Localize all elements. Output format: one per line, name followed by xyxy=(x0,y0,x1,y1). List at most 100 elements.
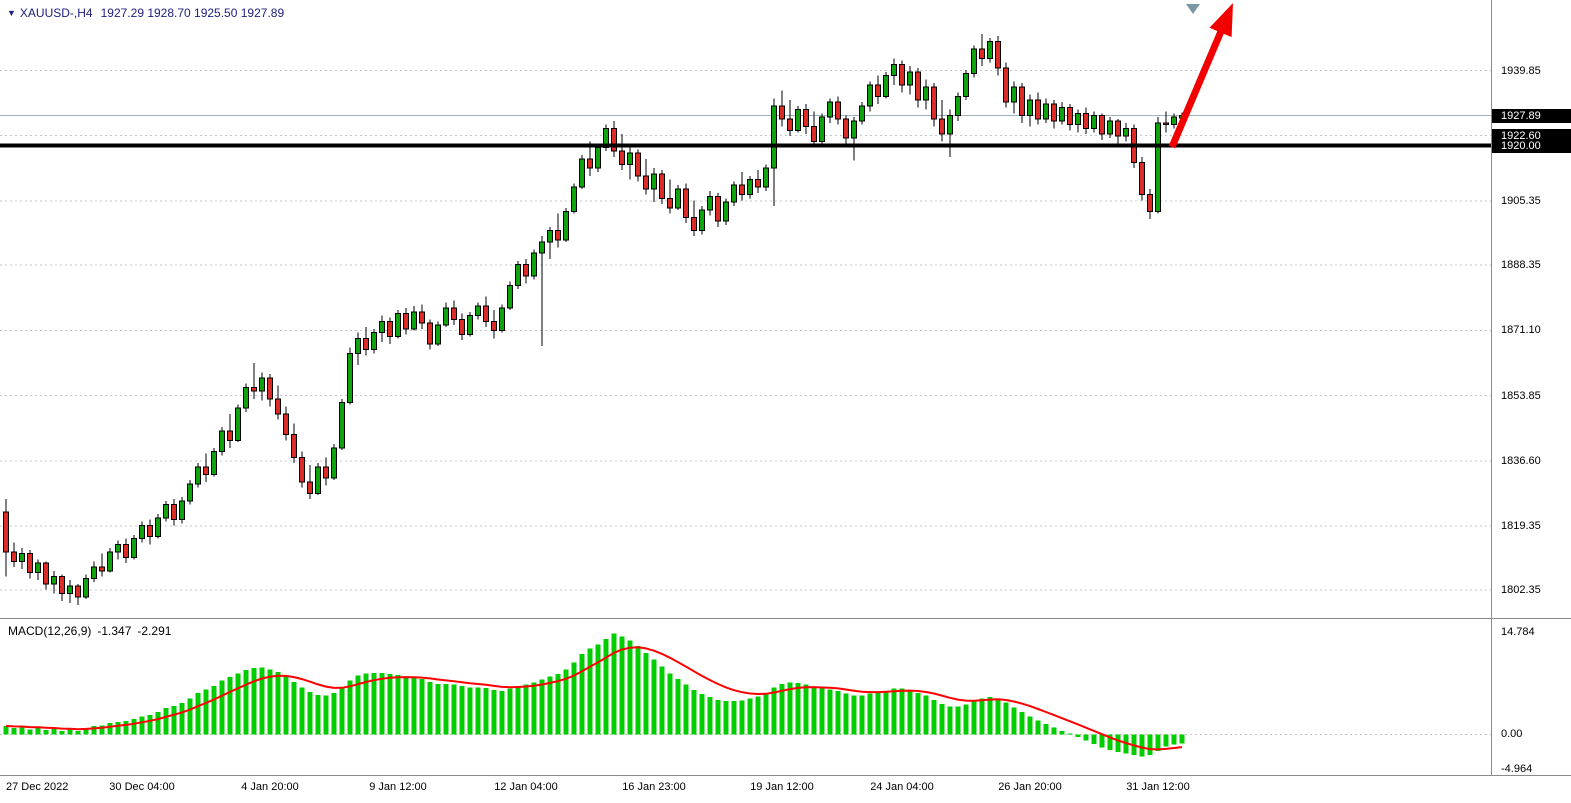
candle-up xyxy=(723,201,729,222)
candle-down xyxy=(147,524,153,538)
macd-histogram-bar xyxy=(763,692,769,735)
time-axis-label: 9 Jan 12:00 xyxy=(369,781,427,793)
macd-histogram-bar xyxy=(403,676,409,735)
macd-histogram-bar xyxy=(1115,734,1121,753)
candle-down xyxy=(251,386,257,392)
macd-indicator-header: MACD(12,26,9) -1.347 -2.291 xyxy=(8,624,177,638)
candle-down xyxy=(491,320,497,332)
macd-histogram-bar xyxy=(803,684,809,735)
price-level-badge: 1927.89 xyxy=(1492,108,1571,123)
price-axis-label: 1819.35 xyxy=(1501,520,1541,532)
macd-histogram-bar xyxy=(371,672,377,735)
macd-histogram-bar xyxy=(787,682,793,735)
candle-up xyxy=(131,538,137,558)
trend-arrow-head[interactable] xyxy=(1209,3,1234,38)
candle-up xyxy=(563,211,569,241)
candle-up xyxy=(347,352,353,404)
macd-histogram-bar xyxy=(1083,734,1089,741)
trend-arrow-shaft[interactable] xyxy=(1168,25,1227,149)
macd-histogram-bar xyxy=(363,673,369,735)
candlestick-chart[interactable] xyxy=(0,0,1491,618)
candle-up xyxy=(339,402,345,449)
macd-histogram-bar xyxy=(715,699,721,735)
macd-histogram-bar xyxy=(115,721,121,735)
macd-histogram-bar xyxy=(507,688,513,735)
macd-histogram-bar xyxy=(875,692,881,735)
candle-down xyxy=(387,320,393,337)
macd-histogram-bar xyxy=(843,693,849,735)
macd-histogram-bar xyxy=(1043,723,1049,735)
chart-shift-marker-icon[interactable] xyxy=(1186,4,1200,14)
macd-chart[interactable] xyxy=(0,619,1491,775)
macd-histogram-bar xyxy=(475,687,481,735)
candle-down xyxy=(275,398,281,415)
candle-up xyxy=(411,311,417,330)
price-axis-label: 1802.35 xyxy=(1501,584,1541,597)
candle-up xyxy=(1059,107,1065,122)
macd-histogram-bar xyxy=(243,670,249,735)
macd-histogram-bar xyxy=(35,728,41,735)
candle-down xyxy=(451,307,457,320)
macd-main-value: -1.347 xyxy=(97,624,132,638)
candle-down xyxy=(363,337,369,351)
macd-histogram-bar xyxy=(83,728,89,735)
time-axis[interactable]: 27 Dec 2022 30 Dec 04:00 4 Jan 20:00 9 Jan … xyxy=(0,776,1571,803)
macd-histogram-bar xyxy=(491,690,497,735)
macd-histogram-bar xyxy=(571,662,577,735)
candle-up xyxy=(195,466,201,485)
candle-up xyxy=(235,407,241,441)
macd-histogram-bar xyxy=(907,690,913,735)
price-axis[interactable]: 1939.85 1905.35 1888.35 1871.10 1853.85 1836.… xyxy=(1492,0,1571,619)
macd-histogram-bar xyxy=(771,687,777,735)
candle-down xyxy=(1067,107,1073,126)
candle-up xyxy=(51,575,57,585)
candle-up xyxy=(747,179,753,196)
macd-histogram-bar xyxy=(1139,734,1145,757)
candle-down xyxy=(643,175,649,190)
candle-up xyxy=(219,430,225,453)
macd-histogram-bar xyxy=(411,677,417,735)
candle-down xyxy=(659,173,665,199)
macd-panel[interactable]: MACD(12,26,9) -1.347 -2.291 xyxy=(0,619,1492,776)
price-axis-label: 1888.35 xyxy=(1501,259,1541,272)
macd-histogram-bar xyxy=(1155,734,1161,751)
candle-up xyxy=(83,577,89,598)
macd-label: MACD(12,26,9) xyxy=(8,624,92,638)
candle-up xyxy=(771,105,777,169)
macd-histogram-bar xyxy=(107,723,113,735)
macd-histogram-bar xyxy=(731,701,737,735)
macd-histogram-bar xyxy=(427,681,433,735)
candle-up xyxy=(851,120,857,139)
macd-histogram-bar xyxy=(1011,707,1017,735)
macd-histogram-bar xyxy=(219,680,225,735)
candle-up xyxy=(443,307,449,326)
price-axis-label: 1836.60 xyxy=(1501,454,1541,467)
candle-down xyxy=(1139,162,1145,196)
macd-histogram-bar xyxy=(347,680,353,735)
price-chart-area[interactable]: ▼ XAUUSD-,H4 1927.29 1928.70 1925.50 1927.… xyxy=(0,0,1492,619)
candle-up xyxy=(163,504,169,519)
candle-down xyxy=(875,84,881,97)
macd-histogram-bar xyxy=(435,683,441,735)
macd-axis[interactable]: 14.784 0.00 -4.964 xyxy=(1492,619,1571,776)
candle-up xyxy=(539,241,545,254)
candle-up xyxy=(435,324,441,345)
time-axis-label: 16 Jan 23:00 xyxy=(622,781,686,793)
macd-histogram-bar xyxy=(283,676,289,735)
candle-down xyxy=(419,311,425,324)
candle-up xyxy=(1107,120,1113,135)
macd-histogram-bar xyxy=(539,679,545,735)
macd-histogram-bar xyxy=(419,679,425,735)
candle-down xyxy=(523,264,529,277)
candle-down xyxy=(1019,86,1025,116)
macd-histogram-bar xyxy=(299,687,305,735)
macd-histogram-bar xyxy=(331,692,337,735)
macd-histogram-bar xyxy=(811,686,817,735)
macd-histogram-bar xyxy=(1171,734,1177,745)
macd-histogram-bar xyxy=(603,639,609,735)
macd-histogram-bar xyxy=(1027,716,1033,735)
candle-up xyxy=(595,146,601,169)
candle-down xyxy=(27,553,33,574)
macd-histogram-bar xyxy=(235,673,241,735)
